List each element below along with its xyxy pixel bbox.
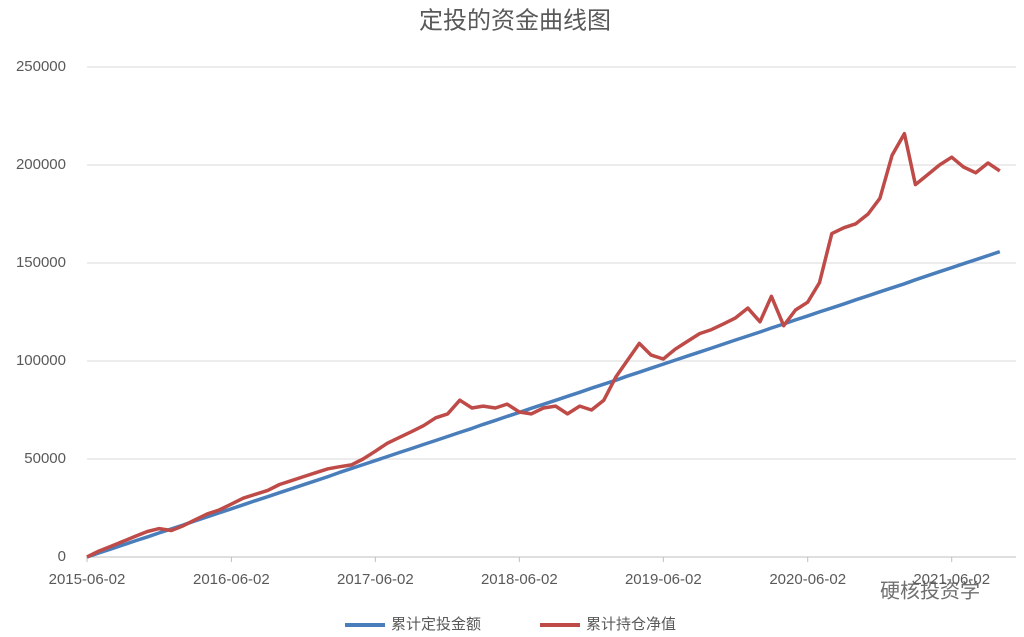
- y-tick-label: 150000: [16, 254, 66, 271]
- x-tick-label: 2020-06-02: [769, 571, 846, 588]
- x-tick-label: 2019-06-02: [625, 571, 702, 588]
- x-tick-label: 2016-06-02: [193, 571, 270, 588]
- y-tick-label: 250000: [16, 58, 66, 75]
- x-tick-label: 2015-06-02: [49, 571, 126, 588]
- legend-label: 累计定投金额: [391, 616, 481, 633]
- y-tick-label: 50000: [24, 450, 66, 467]
- legend-label: 累计持仓净值: [586, 616, 676, 633]
- y-tick-label: 200000: [16, 156, 66, 173]
- y-tick-label: 0: [58, 548, 66, 565]
- chart-title: 定投的资金曲线图: [419, 7, 611, 34]
- x-tick-label: 2017-06-02: [337, 571, 414, 588]
- x-tick-label: 2021-06-02: [913, 571, 990, 588]
- x-tick-label: 2018-06-02: [481, 571, 558, 588]
- series-line: [86, 249, 1001, 559]
- series-line: [86, 131, 1001, 559]
- y-tick-label: 100000: [16, 352, 66, 369]
- watermark: 硬核投资学: [880, 579, 980, 602]
